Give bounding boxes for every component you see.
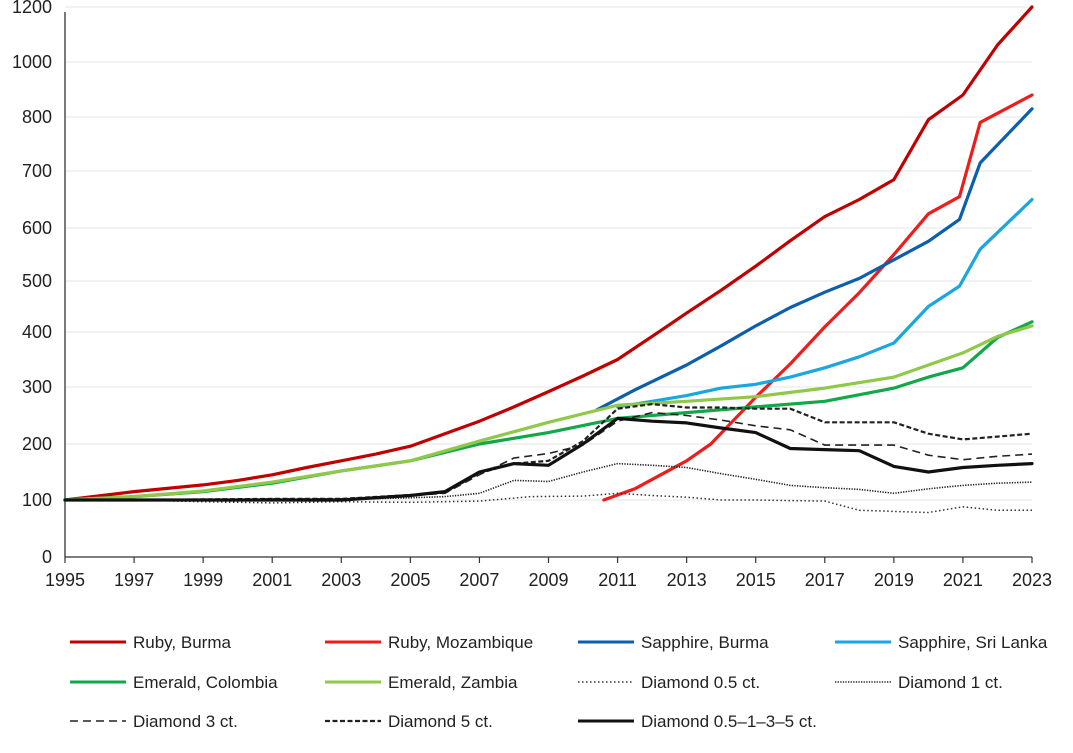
series-line-10 bbox=[65, 403, 1033, 502]
legend-item: Sapphire, Burma bbox=[578, 633, 769, 652]
y-tick-label: 800 bbox=[22, 107, 52, 127]
legend-item: Sapphire, Sri Lanka bbox=[835, 633, 1048, 652]
y-tick-label: 0 bbox=[42, 547, 52, 567]
legend-item: Ruby, Burma bbox=[70, 633, 231, 652]
y-tick-label: 100 bbox=[22, 490, 52, 510]
series-line-6 bbox=[63, 324, 1034, 502]
legend-item: Diamond 0.5–1–3–5 ct. bbox=[578, 712, 817, 731]
legend-label: Ruby, Burma bbox=[133, 633, 231, 652]
x-tick-label: 2013 bbox=[667, 570, 707, 590]
axes bbox=[64, 12, 1033, 563]
legend-item: Diamond 5 ct. bbox=[325, 712, 493, 731]
x-tick-label: 2023 bbox=[1012, 570, 1052, 590]
y-tick-label: 1000 bbox=[12, 52, 52, 72]
series-line-4 bbox=[616, 197, 1034, 409]
series-line-8 bbox=[65, 462, 1033, 501]
y-tick-label: 600 bbox=[22, 218, 52, 238]
x-tick-label: 2003 bbox=[321, 570, 361, 590]
legend-label: Ruby, Mozambique bbox=[388, 633, 533, 652]
series-line-1 bbox=[63, 5, 1034, 502]
legend-label: Diamond 0.5–1–3–5 ct. bbox=[641, 712, 817, 731]
x-tick-label: 1999 bbox=[183, 570, 223, 590]
legend: Ruby, Burma Ruby, Mozambique Sapphire, Bur… bbox=[70, 633, 1048, 731]
series-line-2 bbox=[602, 93, 1034, 502]
series-line-7 bbox=[65, 492, 1032, 514]
legend-label: Diamond 1 ct. bbox=[898, 673, 1003, 692]
legend-label: Sapphire, Burma bbox=[641, 633, 769, 652]
y-tick-label: 300 bbox=[22, 377, 52, 397]
legend-label: Diamond 5 ct. bbox=[388, 712, 493, 731]
y-tick-labels: 0 100 200 300 400 500 600 700 800 1000 1200 bbox=[12, 0, 52, 567]
x-tick-label: 2019 bbox=[874, 570, 914, 590]
x-tick-label: 2017 bbox=[805, 570, 845, 590]
legend-item: Diamond 3 ct. bbox=[70, 712, 238, 731]
y-tick-label: 1200 bbox=[12, 0, 52, 17]
legend-label: Emerald, Zambia bbox=[388, 673, 518, 692]
legend-label: Sapphire, Sri Lanka bbox=[898, 633, 1048, 652]
legend-item: Diamond 0.5 ct. bbox=[578, 673, 760, 692]
x-tick-label: 2011 bbox=[598, 570, 637, 590]
y-tick-label: 500 bbox=[22, 271, 52, 291]
legend-label: Emerald, Colombia bbox=[133, 673, 278, 692]
legend-item: Ruby, Mozambique bbox=[325, 633, 533, 652]
x-tick-labels: 1995 1997 1999 2001 2003 2005 2007 2009 2011 2013… bbox=[45, 570, 1052, 590]
series-line-3 bbox=[595, 107, 1034, 412]
series-line-5 bbox=[63, 320, 1034, 502]
x-tick-label: 2005 bbox=[390, 570, 430, 590]
series-line-11 bbox=[63, 416, 1034, 502]
x-tick-label: 1995 bbox=[45, 570, 85, 590]
gridlines bbox=[65, 6, 1032, 501]
y-tick-label: 400 bbox=[22, 322, 52, 342]
x-tick-label: 2007 bbox=[459, 570, 499, 590]
x-tick-label: 2009 bbox=[528, 570, 568, 590]
x-tick-label: 2001 bbox=[252, 570, 292, 590]
legend-item: Emerald, Colombia bbox=[70, 673, 278, 692]
legend-label: Diamond 0.5 ct. bbox=[641, 673, 760, 692]
y-tick-label: 200 bbox=[22, 434, 52, 454]
legend-item: Emerald, Zambia bbox=[325, 673, 518, 692]
legend-label: Diamond 3 ct. bbox=[133, 712, 238, 731]
x-tick-label: 2021 bbox=[943, 570, 983, 590]
series-lines bbox=[63, 5, 1034, 514]
series-line-9 bbox=[65, 411, 1033, 501]
x-tick-label: 1997 bbox=[114, 570, 154, 590]
x-tick-label: 2015 bbox=[736, 570, 776, 590]
legend-item: Diamond 1 ct. bbox=[835, 673, 1003, 692]
y-tick-label: 700 bbox=[22, 161, 52, 181]
